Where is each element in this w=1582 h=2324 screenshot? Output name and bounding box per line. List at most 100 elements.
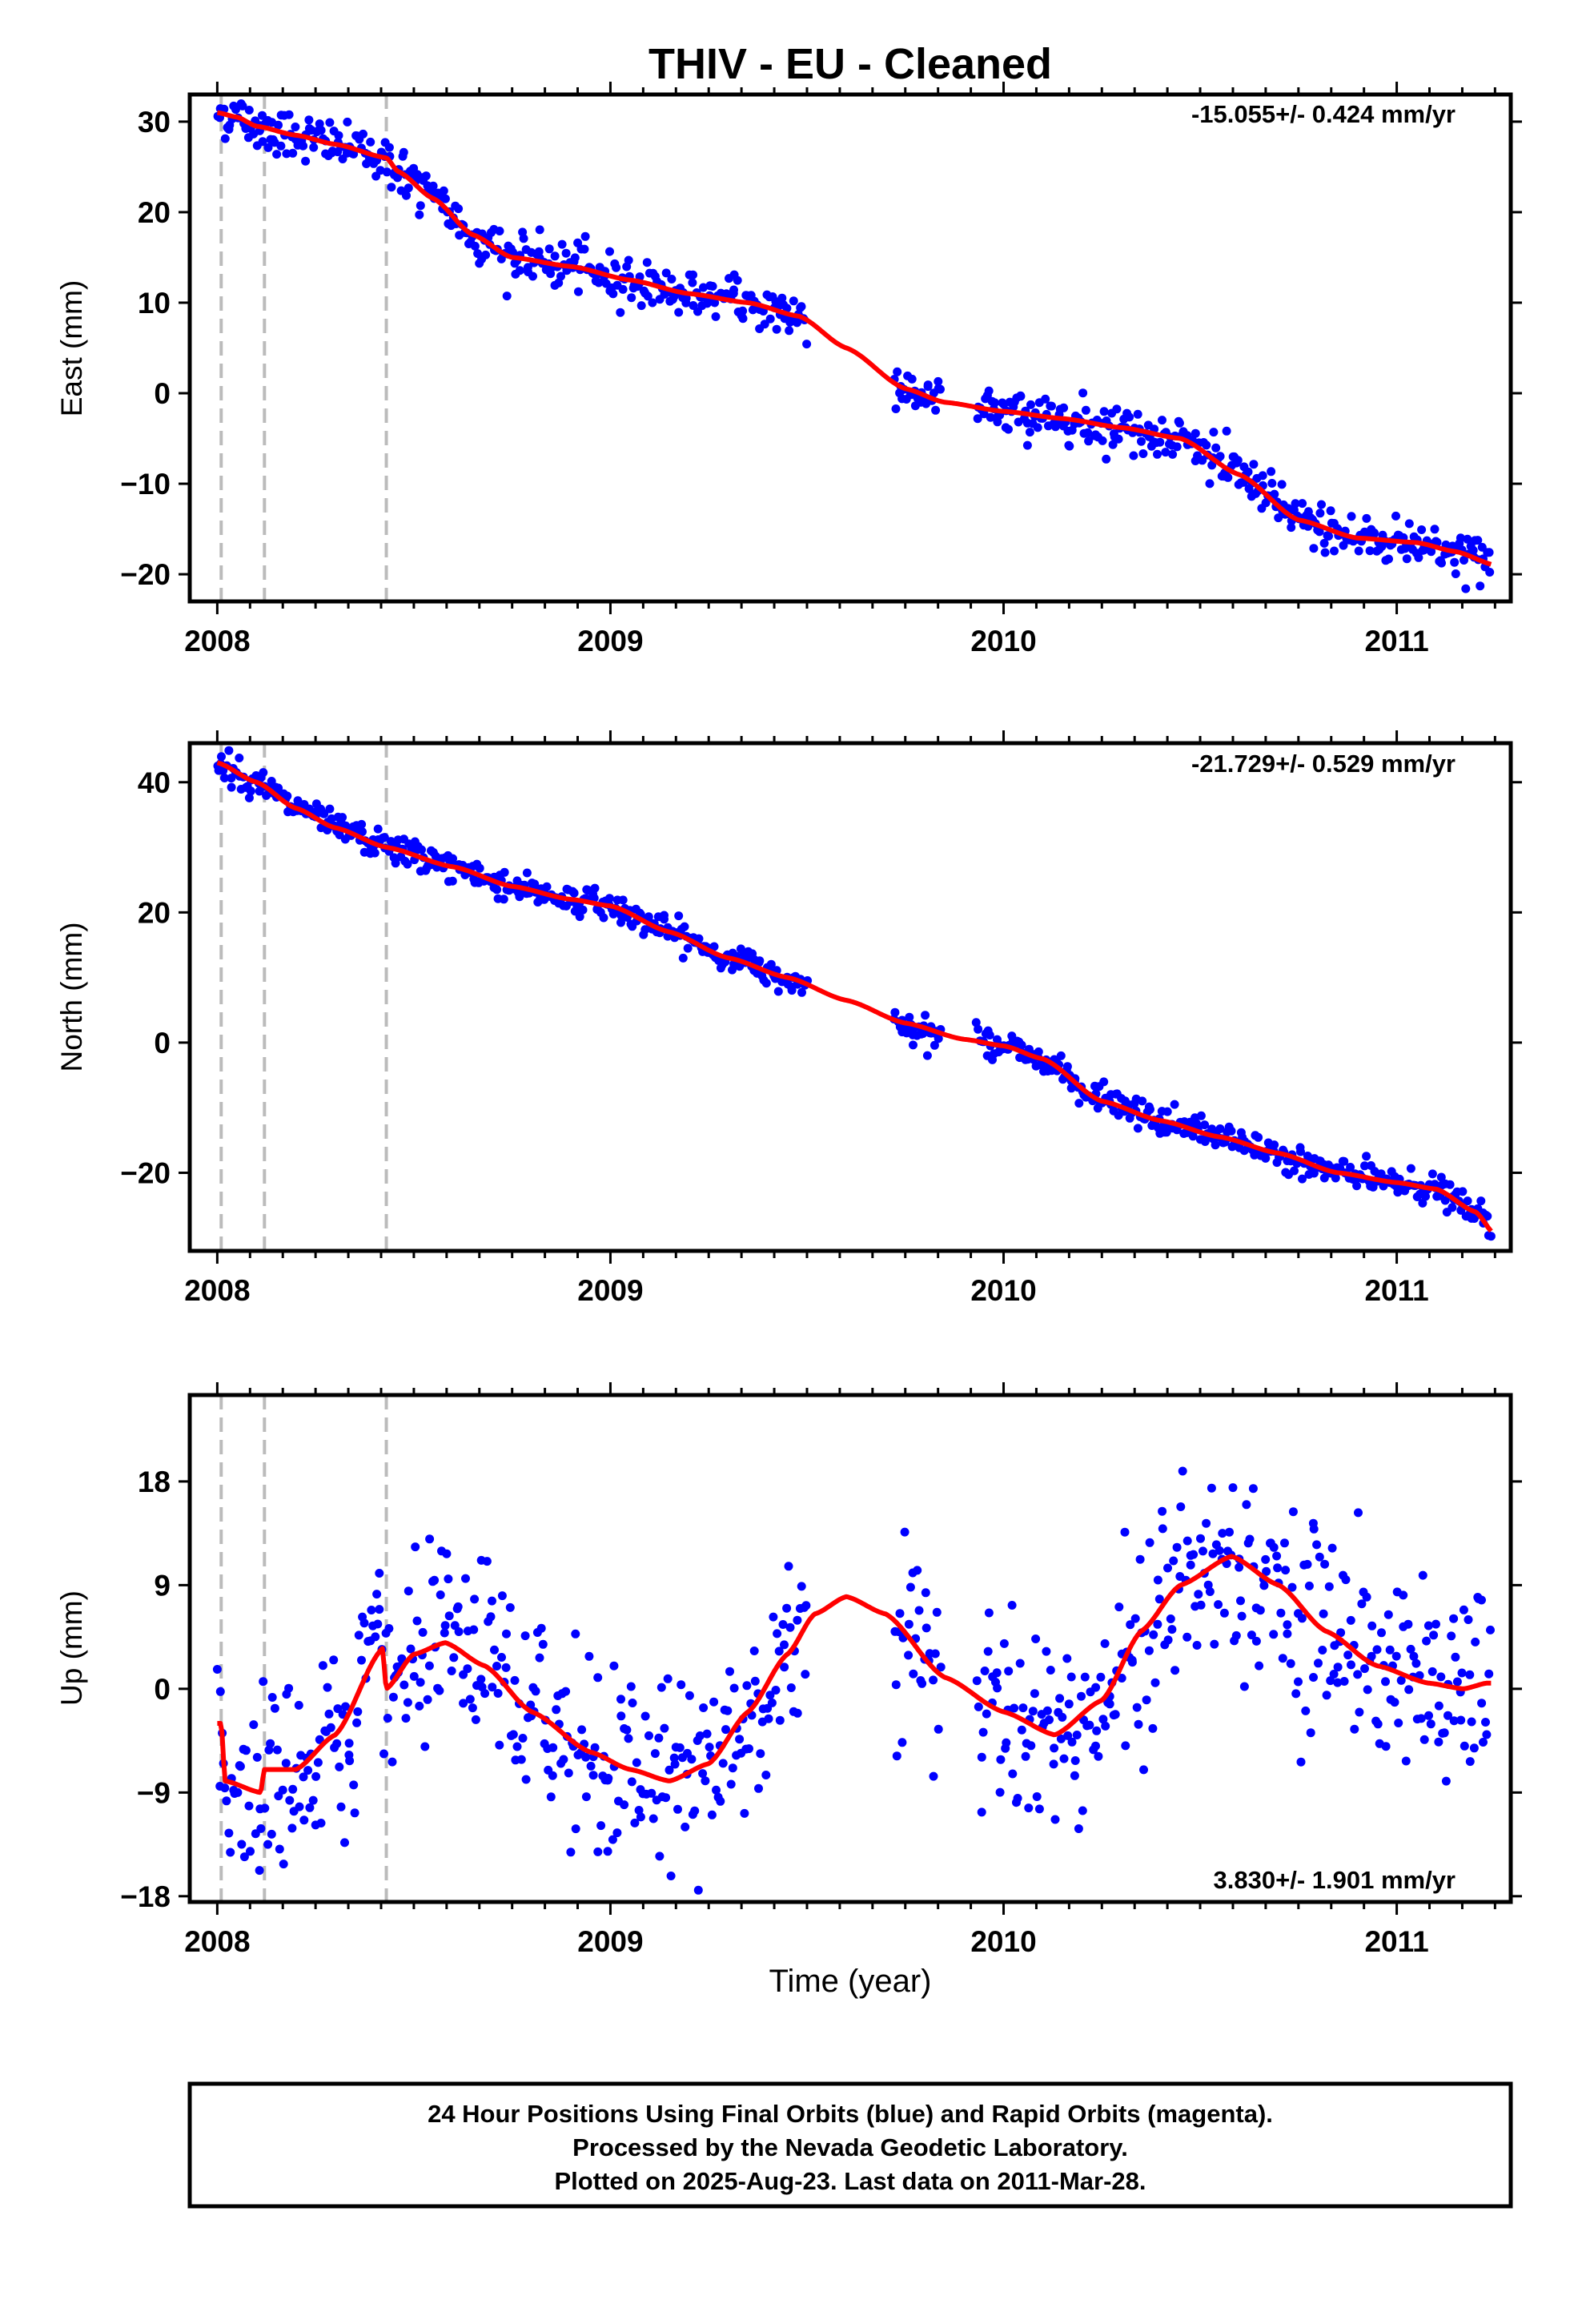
east-data-point [1473,536,1483,545]
up-data-point [495,1740,504,1750]
north-data-point [1066,1084,1076,1093]
up-data-point [934,1724,943,1734]
up-data-point [375,1569,384,1578]
east-data-point [648,298,657,308]
up-data-point [415,1701,424,1711]
up-data-point [1008,1769,1018,1779]
up-data-point [745,1744,753,1754]
east-data-point [605,247,614,256]
east-data-point [334,131,343,140]
north-data-point [319,809,329,818]
east-data-point [404,183,413,193]
up-data-point [266,1739,275,1748]
up-data-point [1309,1673,1318,1682]
up-data-point [1219,1608,1229,1618]
up-data-point [1309,1524,1319,1534]
east-data-point [309,143,319,152]
up-data-point [1149,1630,1158,1639]
up-data-point [1148,1723,1158,1733]
up-data-point [1399,1590,1408,1600]
up-data-point [546,1792,556,1802]
east-data-point [891,404,901,413]
east-data-point [729,285,738,295]
up-data-point [1214,1600,1223,1610]
up-data-point [1283,1620,1292,1630]
north-data-point [678,953,688,963]
up-data-point [1239,1682,1249,1691]
up-data-point [1385,1645,1395,1655]
up-data-point [769,1612,778,1622]
up-data-point [1189,1550,1199,1559]
up-data-point [780,1640,789,1650]
up-data-point [287,1823,297,1833]
up-data-point [340,1838,349,1848]
up-data-point [535,1653,544,1663]
up-data-point [1431,1619,1440,1629]
up-data-point [1077,1691,1086,1701]
up-data-point [1030,1689,1039,1699]
up-data-point [740,1808,749,1818]
north-data-point [1170,1100,1179,1109]
east-data-point [359,129,367,139]
east-data-point [1081,405,1090,415]
north-data-point [403,859,412,869]
north-data-point [590,883,600,893]
up-data-point [461,1574,470,1583]
up-data-point [995,1787,1005,1797]
up-data-point [1464,1615,1473,1624]
up-data-point [588,1771,598,1780]
up-data-point [371,1632,380,1642]
east-data-point [1315,527,1324,537]
up-data-point [1477,1595,1486,1605]
up-data-point [690,1806,700,1815]
up-data-point [930,1649,940,1659]
up-data-point [538,1639,548,1649]
up-data-point [488,1683,497,1692]
up-data-point [252,1752,262,1762]
north-data-point [1427,1169,1437,1179]
up-data-point [665,1765,674,1775]
up-data-point [982,1709,991,1719]
up-data-point [512,1742,522,1751]
up-data-point [1055,1694,1065,1703]
up-data-point [383,1714,392,1723]
up-data-point [670,1759,680,1769]
up-data-point [1166,1614,1175,1623]
up-data-point [1427,1667,1437,1676]
up-data-point [914,1606,924,1615]
up-data-point [1329,1670,1339,1679]
up-data-point [447,1667,456,1675]
up-data-point [1072,1731,1082,1739]
up-data-point [712,1785,721,1795]
east-data-point [288,148,298,158]
east-data-point [580,244,589,254]
up-data-point [279,1860,288,1869]
up-data-point [1272,1551,1282,1561]
up-data-point [1347,1660,1355,1670]
north-data-point [522,868,532,878]
up-data-point [403,1698,412,1707]
up-data-point [1042,1706,1052,1715]
up-data-point [992,1668,1002,1678]
up-data-point [492,1662,501,1671]
up-data-point [566,1848,576,1857]
up-data-point [1070,1771,1079,1780]
up-data-point [630,1818,640,1827]
up-data-point [786,1683,796,1692]
up-data-point [1301,1706,1311,1715]
east-x-tick-label: 2011 [1364,625,1428,657]
up-data-point [723,1706,733,1715]
east-data-point [1267,467,1276,476]
up-data-point [1336,1628,1346,1638]
up-data-point [1283,1629,1292,1638]
up-data-point [801,1601,811,1610]
up-data-point [1007,1601,1017,1610]
up-data-point [687,1755,697,1764]
east-data-point [550,251,560,261]
east-data-point [1267,479,1277,488]
up-data-point [332,1739,342,1748]
up-data-point [1411,1659,1421,1668]
up-data-point [406,1644,416,1654]
east-data-point [733,275,742,285]
north-data-point [1200,1137,1210,1146]
